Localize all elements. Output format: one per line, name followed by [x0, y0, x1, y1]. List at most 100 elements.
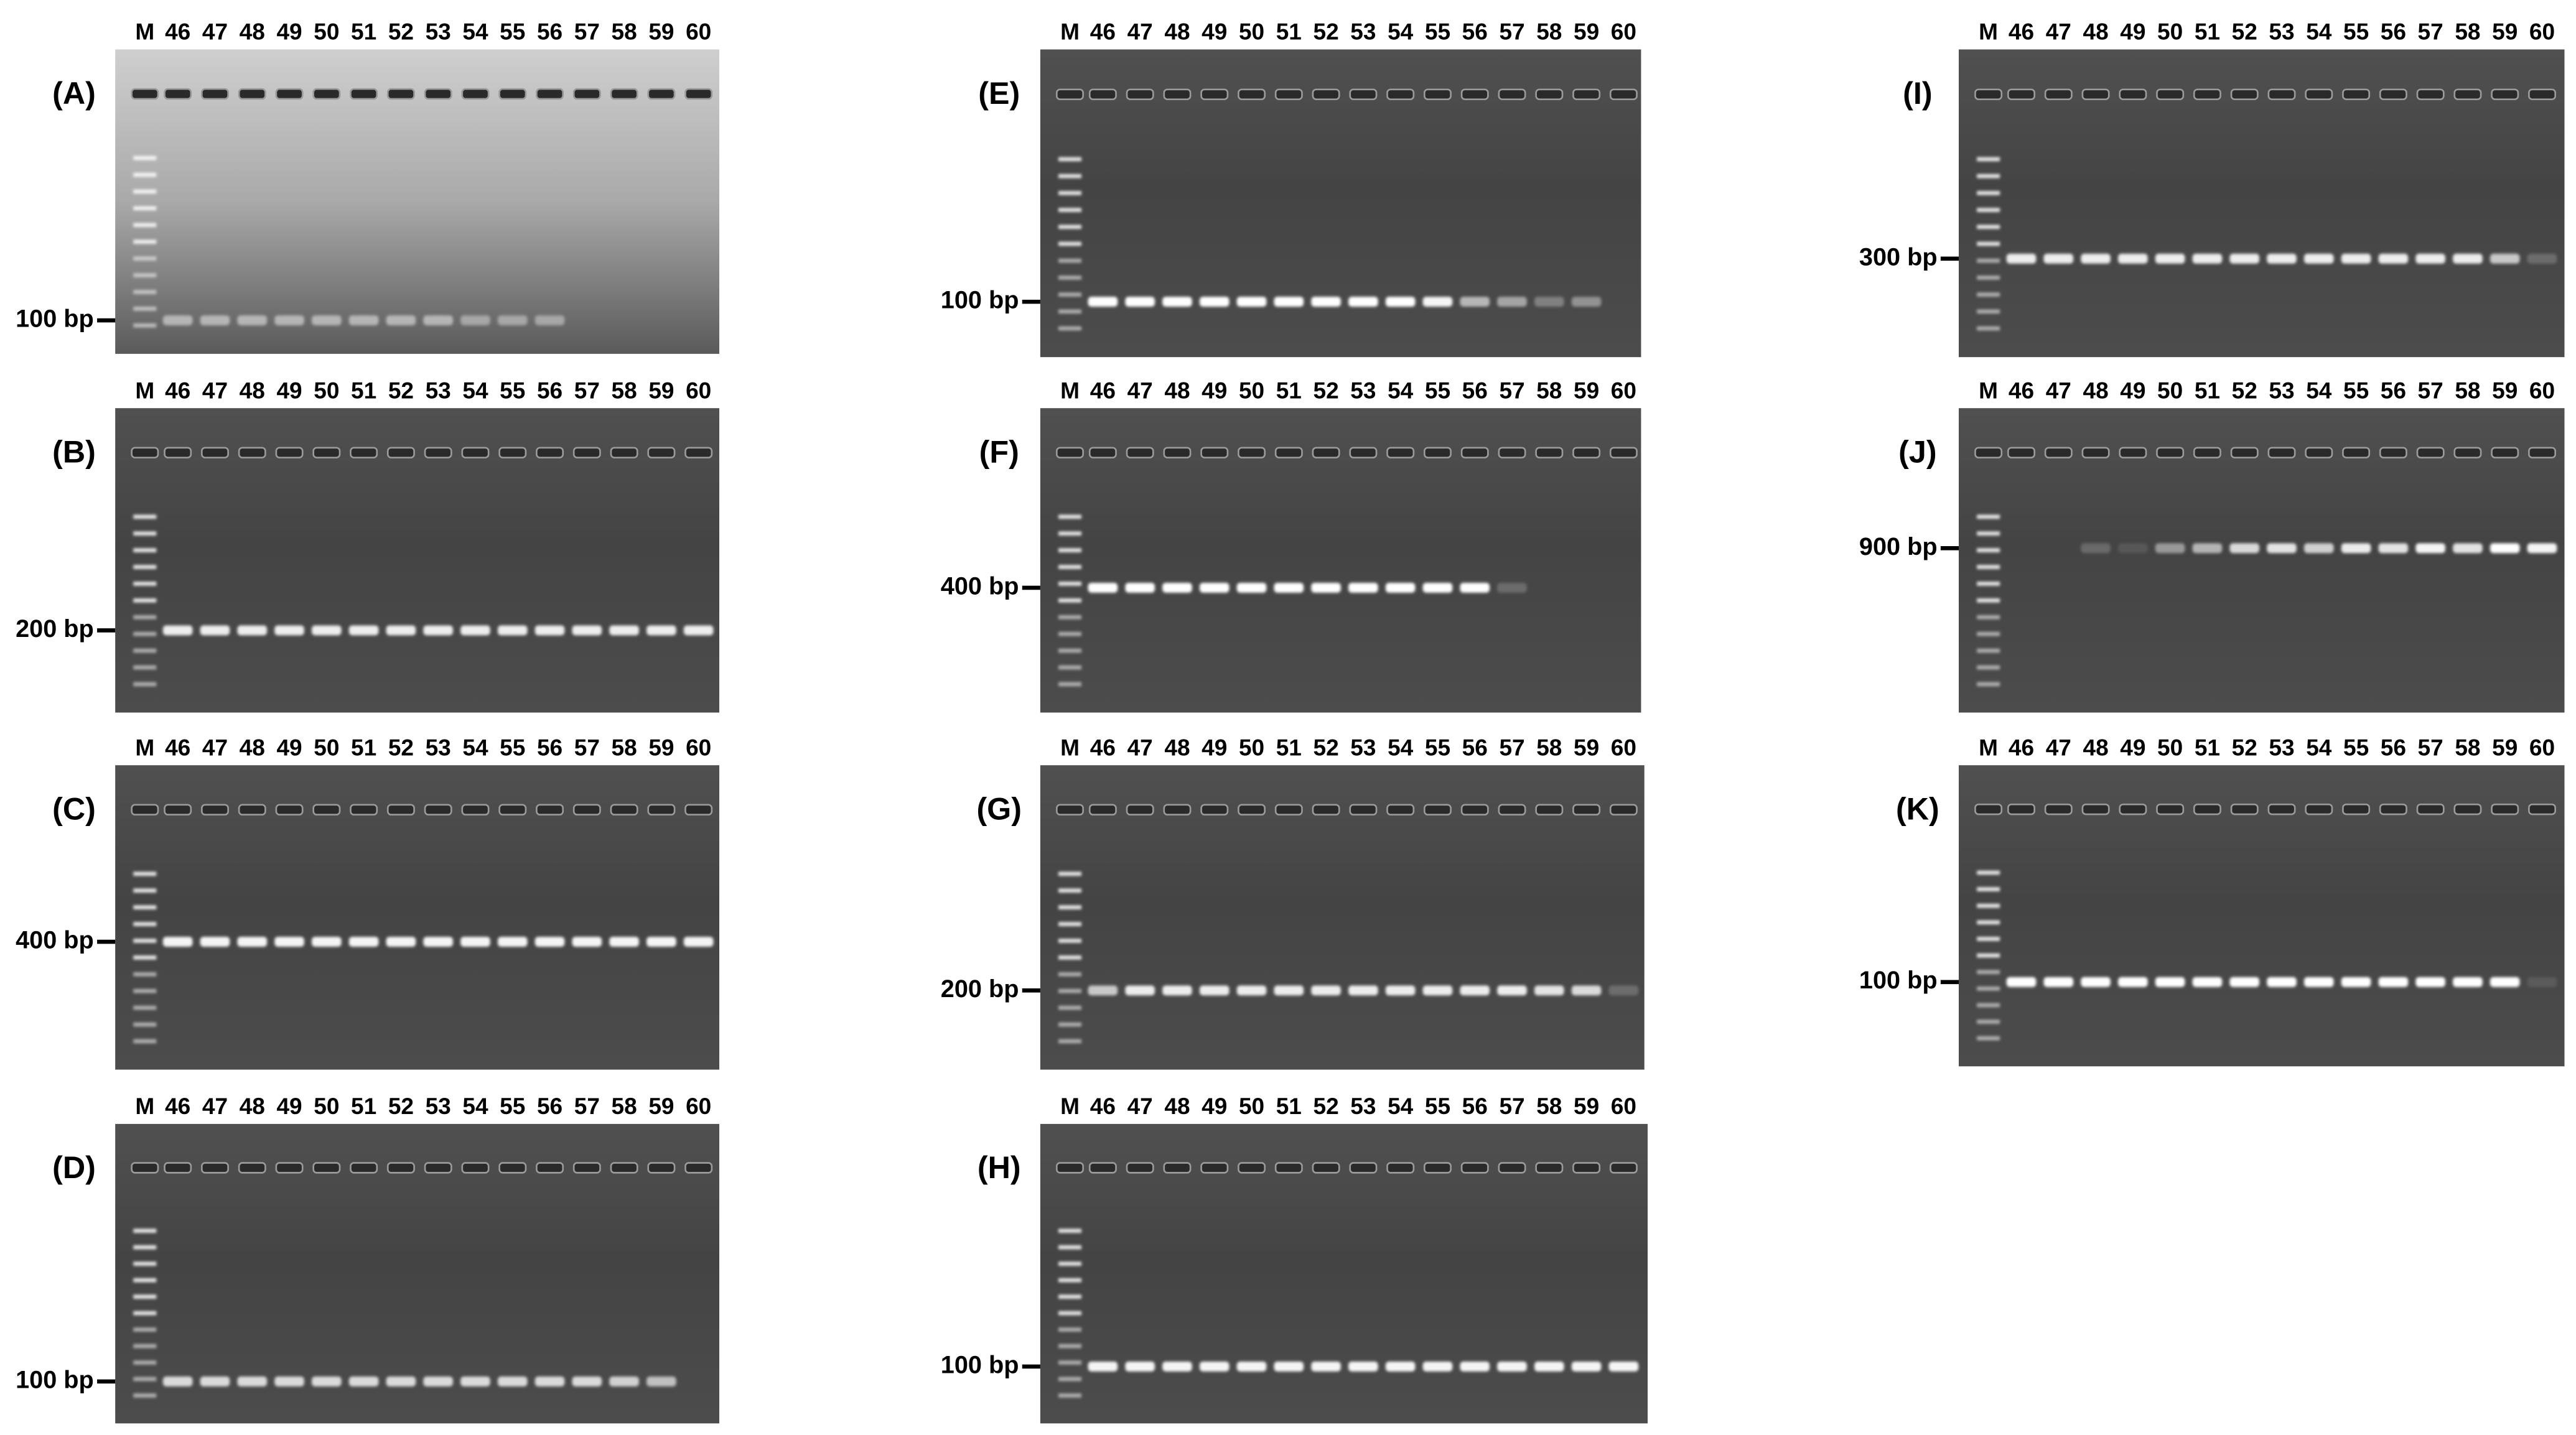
ladder-band [133, 1022, 157, 1027]
well [1423, 1162, 1452, 1174]
ladder-band [1058, 1294, 1082, 1299]
ladder-band [133, 582, 157, 586]
ladder-band [133, 565, 157, 569]
ladder-band [133, 665, 157, 670]
well [1460, 804, 1489, 816]
lane-label: 58 [2455, 377, 2480, 403]
ladder-band [1977, 920, 2000, 925]
well [1386, 447, 1415, 458]
well [1535, 88, 1564, 100]
band [237, 1377, 268, 1386]
lane-label: 55 [2343, 19, 2369, 45]
well [164, 804, 192, 816]
lane-label: M [1060, 19, 1080, 45]
lane-label: 46 [165, 377, 190, 403]
lane-label: 60 [686, 377, 711, 403]
panel-label: (C) [52, 792, 96, 827]
lane-label: 50 [1239, 377, 1264, 403]
band [1571, 297, 1602, 307]
marker-label: 100 bp [1859, 967, 1938, 994]
well [1386, 804, 1415, 816]
lane-label: 53 [2269, 19, 2294, 45]
band [348, 937, 379, 947]
well [536, 447, 564, 458]
well [2081, 447, 2110, 458]
band [1162, 297, 1192, 307]
band [2341, 977, 2371, 987]
lane-label: 55 [500, 19, 525, 45]
ladder-band [1977, 565, 2000, 569]
lane-label: 56 [1462, 377, 1488, 403]
lane-label: 58 [612, 734, 637, 760]
gel [1040, 765, 1645, 1070]
band [1236, 582, 1267, 593]
band [2267, 253, 2297, 264]
lane-label: 47 [202, 734, 228, 760]
lane-label: M [135, 19, 154, 45]
lane-label: 46 [2009, 19, 2034, 45]
band [609, 625, 639, 636]
well [2156, 447, 2185, 458]
well [1609, 447, 1638, 458]
lane-label: 46 [1090, 1093, 1116, 1119]
ladder-band [133, 682, 157, 687]
lane-label: 47 [1127, 734, 1153, 760]
well [238, 88, 266, 100]
lane-label: 54 [1388, 734, 1414, 760]
lane-label: 46 [2009, 734, 2034, 760]
band [1608, 1361, 1639, 1372]
well [2528, 803, 2556, 815]
band [1311, 297, 1341, 307]
well [684, 88, 713, 100]
lane-label: 46 [1090, 377, 1116, 403]
well [1498, 447, 1526, 458]
lane-label: 55 [500, 377, 525, 403]
lane-label: 47 [202, 1093, 228, 1119]
ladder-band [1977, 241, 2000, 246]
lane-label: 49 [1202, 377, 1227, 403]
lane-label: 58 [612, 1093, 637, 1119]
lane-label: 49 [1202, 734, 1227, 760]
lane-label: M [135, 1093, 154, 1119]
ladder-band [1977, 987, 2000, 991]
lane-label: 54 [2306, 377, 2332, 403]
ladder-band [1977, 1036, 2000, 1041]
band [1460, 1361, 1490, 1372]
lane-label: 52 [2232, 19, 2257, 45]
well [572, 447, 601, 458]
lane-label: 56 [537, 19, 562, 45]
lane-label: 47 [1127, 1093, 1153, 1119]
band [2006, 977, 2037, 987]
band [1422, 985, 1453, 996]
lane-label: 52 [1314, 19, 1339, 45]
well [684, 1162, 713, 1174]
well [1312, 88, 1340, 100]
lane-label: 53 [1350, 1093, 1376, 1119]
well [386, 88, 415, 100]
well [1535, 804, 1564, 816]
well [2342, 803, 2371, 815]
ladder-band [133, 1245, 157, 1250]
band [386, 625, 416, 636]
lane-label: 58 [612, 377, 637, 403]
well [2267, 803, 2296, 815]
well [1200, 1162, 1229, 1174]
well [2081, 803, 2110, 815]
band [1236, 297, 1267, 307]
ladder-band [1058, 1228, 1082, 1233]
band [1125, 582, 1155, 593]
band [2192, 977, 2223, 987]
lane-label: 51 [1276, 1093, 1302, 1119]
lane-label: 59 [2492, 734, 2518, 760]
ladder-band [1058, 665, 1082, 670]
well [1274, 804, 1303, 816]
band [162, 937, 193, 947]
lane-label: 48 [2083, 734, 2108, 760]
ladder-band [1058, 326, 1082, 331]
band [274, 315, 304, 325]
band [2118, 543, 2148, 554]
band [2043, 977, 2074, 987]
ladder-band [1977, 326, 2000, 331]
band [1125, 985, 1155, 996]
band [646, 937, 676, 947]
